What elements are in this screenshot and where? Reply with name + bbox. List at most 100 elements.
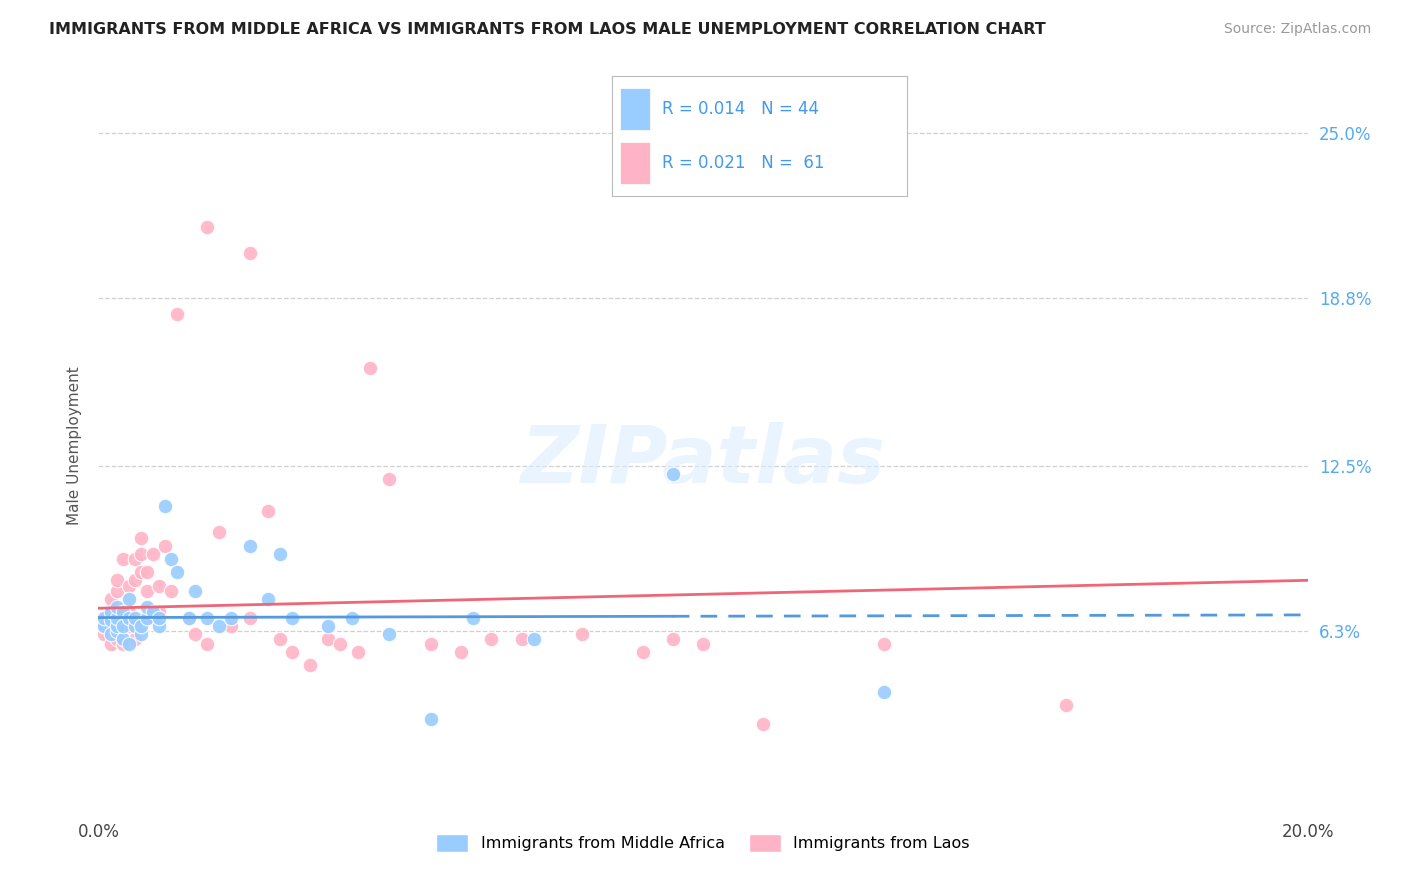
Text: ZIPatlas: ZIPatlas bbox=[520, 422, 886, 500]
Point bbox=[342, 610, 364, 624]
Point bbox=[166, 307, 188, 321]
Point bbox=[208, 525, 231, 540]
Point bbox=[153, 499, 176, 513]
Point bbox=[221, 618, 243, 632]
Point bbox=[450, 645, 472, 659]
Point bbox=[142, 605, 165, 619]
Point bbox=[129, 566, 152, 580]
Point bbox=[221, 610, 243, 624]
Point bbox=[873, 685, 896, 699]
Point bbox=[100, 618, 122, 632]
Point bbox=[142, 610, 165, 624]
Point bbox=[118, 591, 141, 606]
Point bbox=[135, 566, 157, 580]
Point bbox=[661, 632, 683, 646]
Point bbox=[105, 624, 128, 638]
Point bbox=[142, 547, 165, 561]
Point bbox=[135, 584, 157, 599]
Point bbox=[111, 618, 134, 632]
Point bbox=[105, 574, 128, 588]
Point bbox=[100, 626, 122, 640]
Point bbox=[179, 610, 201, 624]
Point bbox=[93, 610, 115, 624]
Point bbox=[377, 626, 399, 640]
Bar bbox=[620, 87, 650, 130]
Point bbox=[208, 618, 231, 632]
Point bbox=[148, 618, 170, 632]
Point bbox=[299, 658, 322, 673]
Point bbox=[184, 626, 207, 640]
Point bbox=[360, 360, 382, 375]
Point bbox=[93, 626, 115, 640]
Point bbox=[105, 610, 128, 624]
Point bbox=[135, 599, 157, 614]
Point bbox=[166, 566, 188, 580]
Point bbox=[148, 610, 170, 624]
Point bbox=[281, 645, 304, 659]
Point bbox=[100, 591, 122, 606]
Point bbox=[129, 547, 152, 561]
Point bbox=[111, 552, 134, 566]
Point bbox=[692, 637, 714, 651]
Point bbox=[118, 610, 141, 624]
Point bbox=[377, 472, 399, 486]
Point bbox=[124, 574, 146, 588]
Point bbox=[523, 632, 546, 646]
Point bbox=[111, 637, 134, 651]
Point bbox=[571, 626, 593, 640]
Point bbox=[100, 613, 122, 627]
Point bbox=[118, 618, 141, 632]
Point bbox=[105, 618, 128, 632]
Text: R = 0.014   N = 44: R = 0.014 N = 44 bbox=[662, 100, 818, 118]
Point bbox=[124, 618, 146, 632]
Point bbox=[752, 717, 775, 731]
Point bbox=[105, 632, 128, 646]
Point bbox=[256, 591, 278, 606]
Point bbox=[129, 626, 152, 640]
Point bbox=[873, 637, 896, 651]
Point bbox=[329, 637, 352, 651]
Point bbox=[463, 610, 485, 624]
Point bbox=[269, 632, 291, 646]
Point bbox=[118, 637, 141, 651]
Point bbox=[179, 610, 201, 624]
Point bbox=[148, 605, 170, 619]
Point bbox=[129, 531, 152, 545]
Point bbox=[129, 618, 152, 632]
Point bbox=[124, 610, 146, 624]
Point bbox=[316, 632, 339, 646]
Point bbox=[135, 610, 157, 624]
Point bbox=[153, 539, 176, 553]
Point bbox=[481, 632, 503, 646]
Point bbox=[239, 539, 262, 553]
Bar bbox=[620, 142, 650, 185]
Point bbox=[118, 605, 141, 619]
Point bbox=[281, 610, 304, 624]
Text: R = 0.021   N =  61: R = 0.021 N = 61 bbox=[662, 154, 824, 172]
Point bbox=[256, 504, 278, 518]
Point bbox=[93, 610, 115, 624]
Point bbox=[631, 645, 654, 659]
Point bbox=[510, 632, 533, 646]
Point bbox=[100, 605, 122, 619]
Y-axis label: Male Unemployment: Male Unemployment bbox=[66, 367, 82, 525]
Point bbox=[105, 599, 128, 614]
Text: IMMIGRANTS FROM MIDDLE AFRICA VS IMMIGRANTS FROM LAOS MALE UNEMPLOYMENT CORRELAT: IMMIGRANTS FROM MIDDLE AFRICA VS IMMIGRA… bbox=[49, 22, 1046, 37]
Point bbox=[420, 712, 443, 726]
Legend: Immigrants from Middle Africa, Immigrants from Laos: Immigrants from Middle Africa, Immigrant… bbox=[430, 828, 976, 859]
Point bbox=[135, 610, 157, 624]
Point bbox=[111, 632, 134, 646]
Point bbox=[111, 610, 134, 624]
Point bbox=[195, 219, 218, 234]
Point bbox=[93, 618, 115, 632]
Point bbox=[124, 552, 146, 566]
Point bbox=[93, 618, 115, 632]
Point bbox=[124, 632, 146, 646]
Point bbox=[100, 605, 122, 619]
Point bbox=[195, 610, 218, 624]
Point bbox=[195, 637, 218, 651]
Point bbox=[105, 584, 128, 599]
Point bbox=[420, 637, 443, 651]
Point bbox=[316, 618, 339, 632]
Point bbox=[118, 579, 141, 593]
